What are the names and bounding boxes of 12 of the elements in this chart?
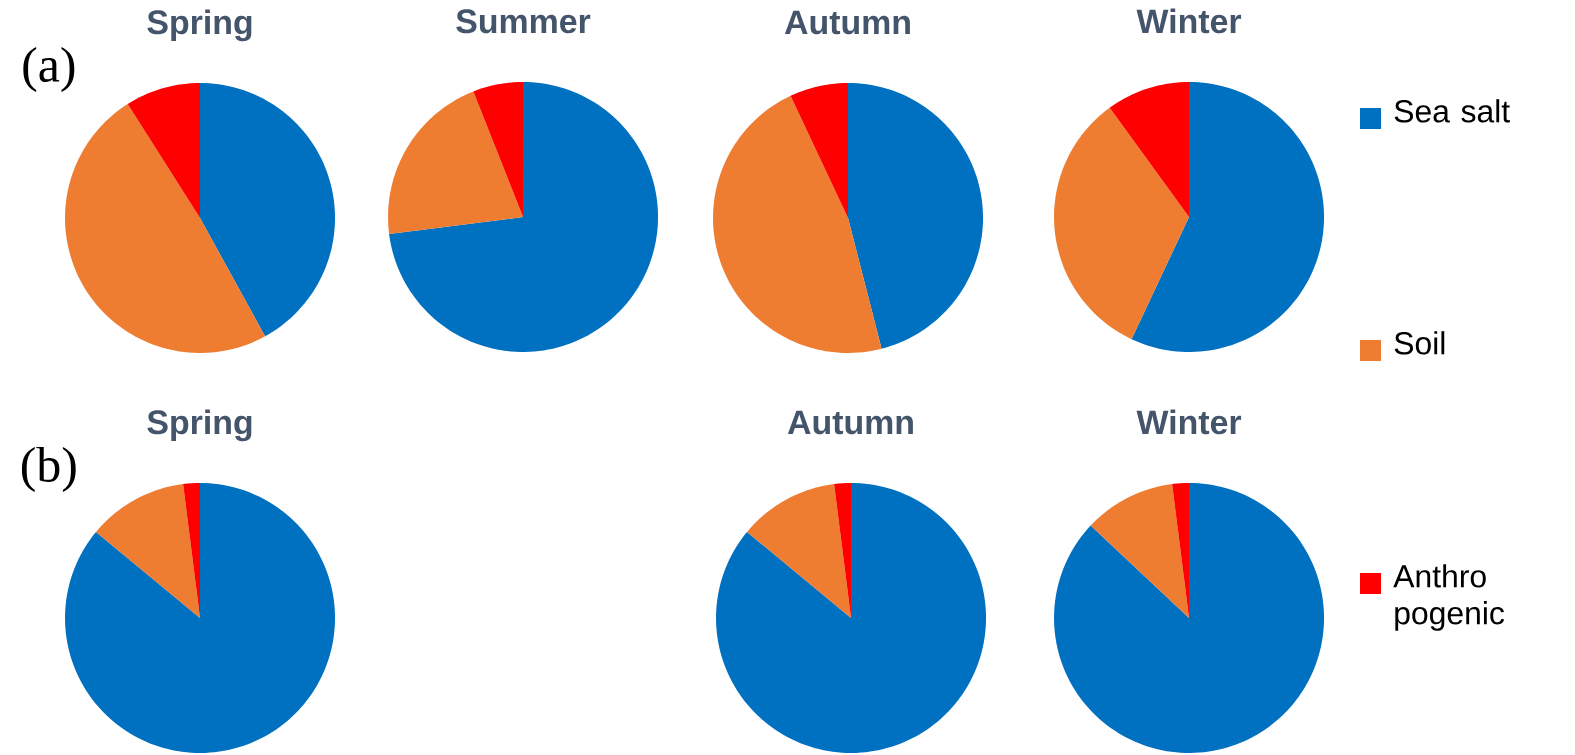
chart-title: Autumn [784, 10, 910, 35]
legend-label: Soil [1394, 331, 1445, 355]
chart-title: Spring [147, 409, 252, 442]
chart-title: Autumn [787, 410, 913, 435]
text: (b) [21, 446, 76, 493]
chart-title: Winter [1136, 8, 1242, 34]
chart-title: Winter [1136, 409, 1242, 435]
chart-title: Summer [456, 9, 591, 34]
legend-label: Anthro pogenic [1393, 564, 1505, 631]
legend-label: Sea salt [1394, 99, 1510, 123]
text: (a) [23, 46, 75, 93]
chart-title: Spring [147, 9, 252, 42]
